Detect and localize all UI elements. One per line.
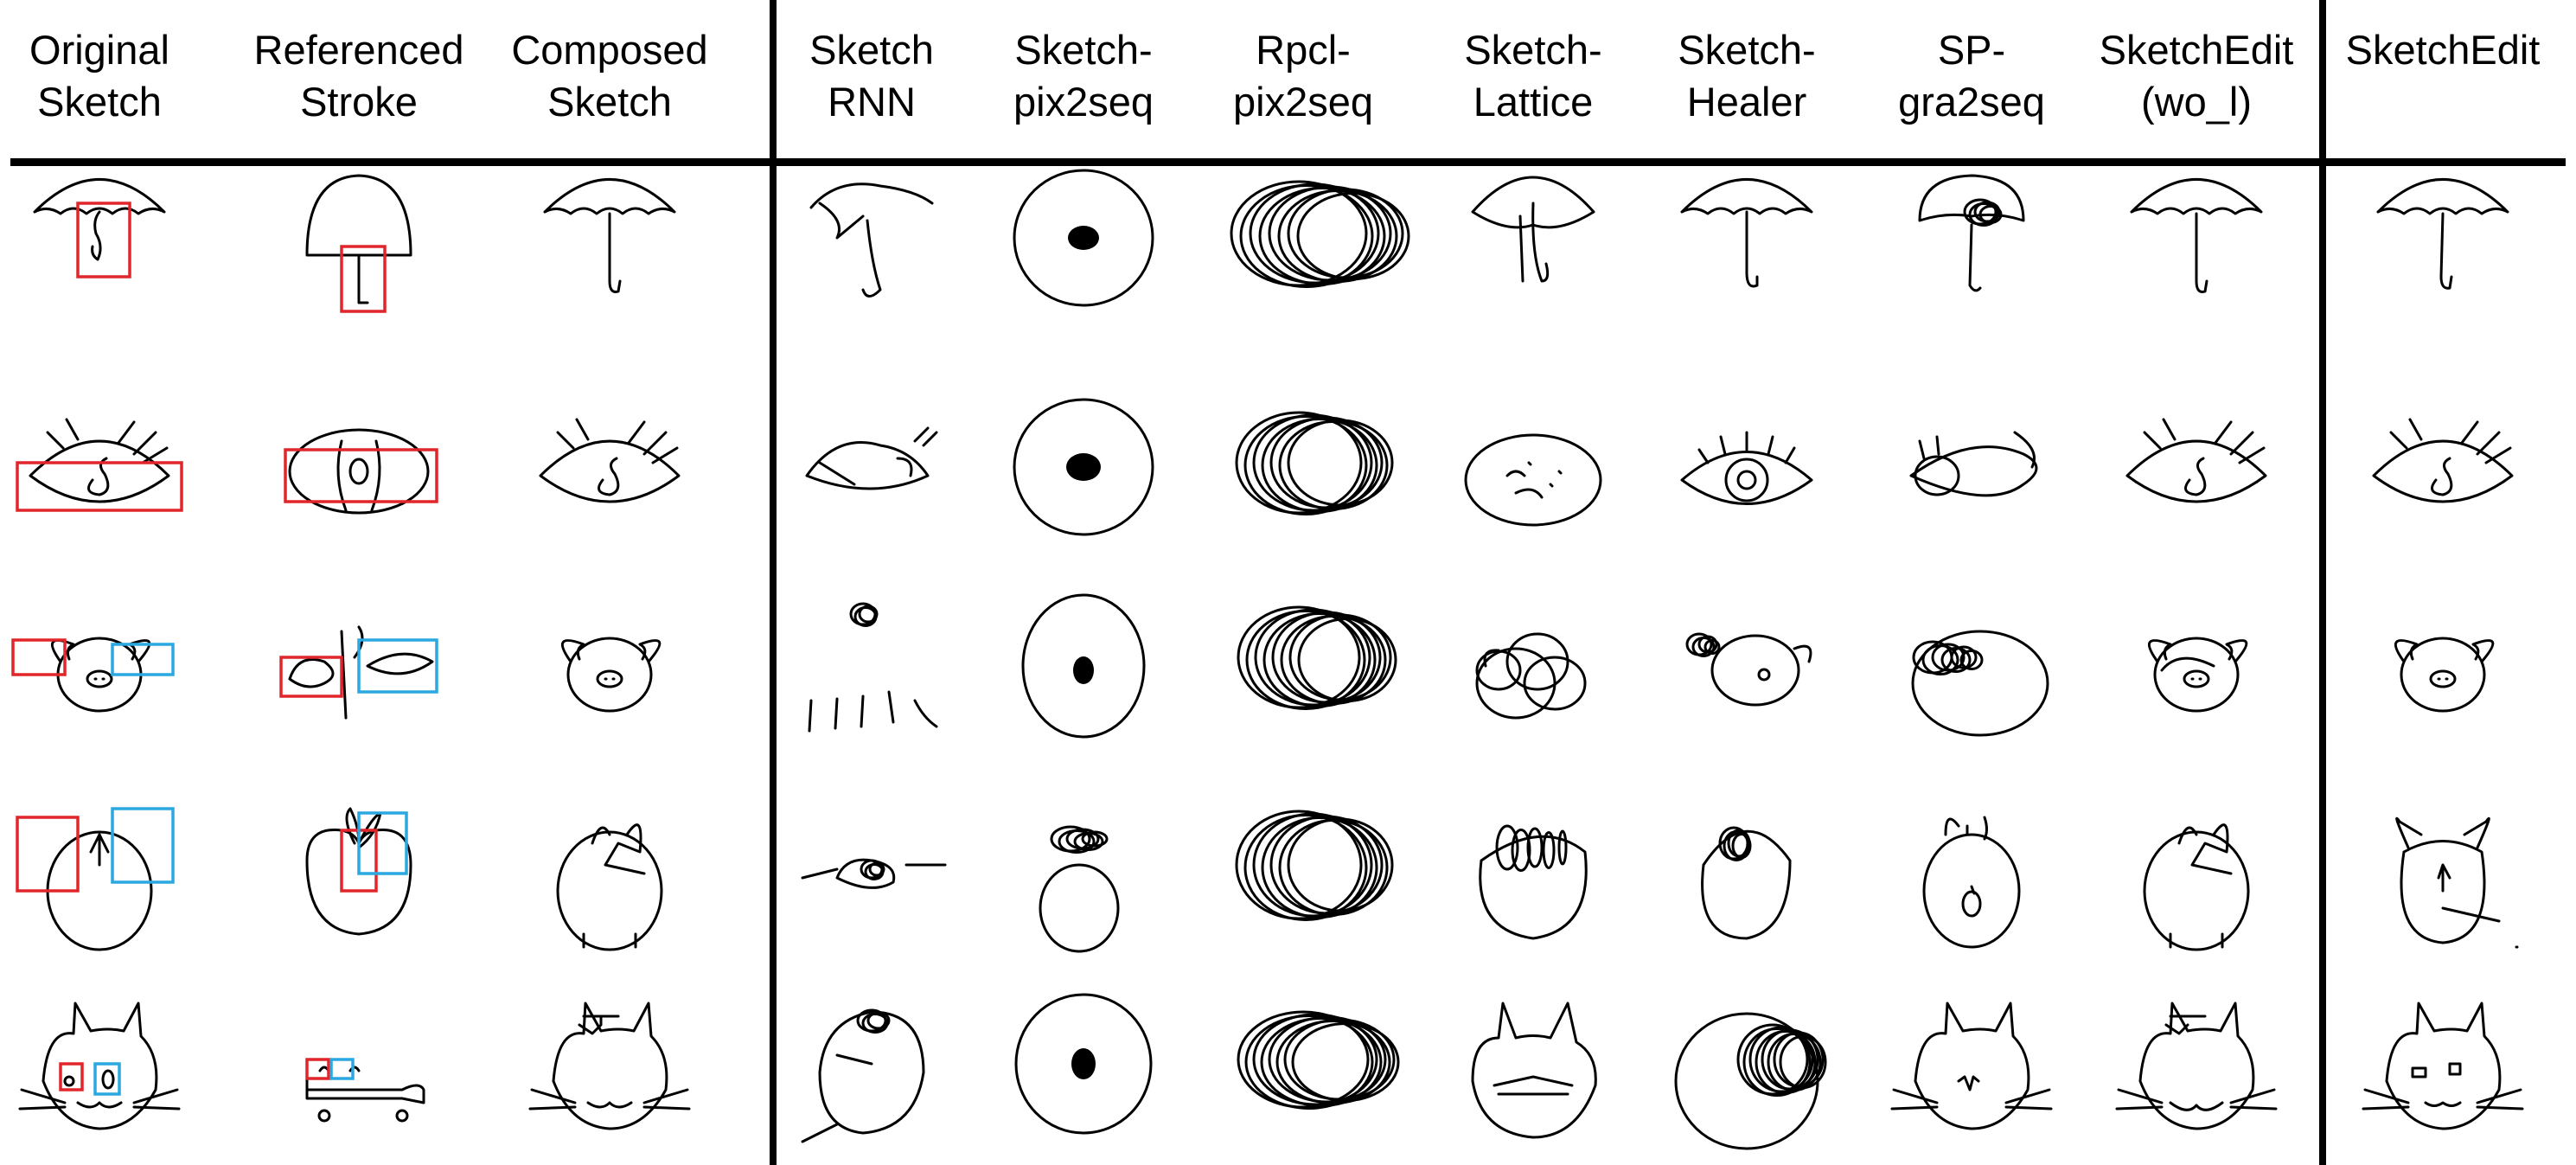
column-header: SketchEdit <box>2322 24 2564 76</box>
cat-face-sketch <box>272 977 445 1150</box>
eye-sketch <box>1885 381 2058 554</box>
mouse-face-sketch <box>997 783 1170 956</box>
column-header: Sketch- Lattice <box>1438 24 1628 128</box>
eye-sketch <box>1447 381 1620 554</box>
umbrella-sketch <box>272 151 445 324</box>
column-header: Sketch-pix2seq <box>988 24 1179 128</box>
column-header-line2: pix2seq <box>1013 79 1154 125</box>
column-header-line1: Sketch- <box>1464 27 1602 73</box>
umbrella-sketch <box>13 151 186 324</box>
column-header-line2: Sketch <box>37 79 162 125</box>
mouse-face-sketch <box>2110 783 2283 956</box>
column-header-line1: Referenced <box>253 27 464 73</box>
umbrella-sketch <box>523 151 696 324</box>
column-header-line1: SP- <box>1937 27 2006 73</box>
column-header-line2: Stroke <box>300 79 418 125</box>
eye-sketch <box>2110 381 2283 554</box>
mouse-face-sketch <box>13 783 186 956</box>
cat-face-sketch <box>2110 977 2283 1150</box>
header-rule <box>10 158 2566 166</box>
eye-sketch <box>1217 381 1390 554</box>
column-header: Rpcl-pix2seq <box>1208 24 1398 128</box>
cat-face-sketch <box>13 977 186 1150</box>
column-header-line1: Sketch- <box>1014 27 1153 73</box>
column-header-line2: Lattice <box>1473 79 1594 125</box>
cat-face-sketch <box>1885 977 2058 1150</box>
column-header-line1: Rpcl- <box>1256 27 1351 73</box>
umbrella-sketch <box>1885 151 2058 324</box>
cat-face-sketch <box>1660 977 1833 1150</box>
pig-sketch <box>2110 579 2283 752</box>
pig-sketch <box>13 579 186 752</box>
pig-sketch <box>1447 579 1620 752</box>
cat-face-sketch <box>2356 977 2529 1150</box>
column-header-line2: gra2seq <box>1898 79 2045 125</box>
pig-sketch <box>523 579 696 752</box>
mouse-face-sketch <box>1447 783 1620 956</box>
mouse-face-sketch <box>1217 783 1390 956</box>
pig-sketch <box>2356 579 2529 752</box>
mouse-face-sketch <box>785 783 958 956</box>
umbrella-sketch <box>997 151 1170 324</box>
pig-sketch <box>1885 579 2058 752</box>
umbrella-sketch <box>1217 151 1390 324</box>
mouse-face-sketch <box>523 783 696 956</box>
umbrella-sketch <box>785 151 958 324</box>
column-header: Referenced Stroke <box>238 24 480 128</box>
mouse-face-sketch <box>2356 783 2529 956</box>
eye-sketch <box>272 381 445 554</box>
column-header-line1: Sketch- <box>1678 27 1816 73</box>
column-header-line1: Original <box>29 27 169 73</box>
pig-sketch <box>1660 579 1833 752</box>
divider-input-methods <box>770 0 777 1165</box>
column-header-line2: Healer <box>1686 79 1807 125</box>
umbrella-sketch <box>2356 151 2529 324</box>
column-header: SP-gra2seq <box>1876 24 2067 128</box>
cat-face-sketch <box>1447 977 1620 1150</box>
cat-face-sketch <box>785 977 958 1150</box>
umbrella-sketch <box>1447 151 1620 324</box>
mouse-face-sketch <box>1660 783 1833 956</box>
column-header-line2: (wo_l) <box>2141 79 2252 125</box>
column-header-line2: RNN <box>828 79 916 125</box>
cat-face-sketch <box>523 977 696 1150</box>
eye-sketch <box>785 381 958 554</box>
column-header-line1: SketchEdit <box>2345 27 2541 73</box>
column-header-line1: Sketch <box>809 27 934 73</box>
mouse-face-sketch <box>272 783 445 956</box>
column-header-line2: pix2seq <box>1233 79 1373 125</box>
eye-sketch <box>1660 381 1833 554</box>
column-header-line2: Sketch <box>547 79 672 125</box>
divider-methods-ours <box>2319 0 2326 1165</box>
umbrella-sketch <box>2110 151 2283 324</box>
cat-face-sketch <box>997 977 1170 1150</box>
column-header-line1: SketchEdit <box>2099 27 2294 73</box>
eye-sketch <box>997 381 1170 554</box>
column-header: Composed Sketch <box>493 24 726 128</box>
pig-sketch <box>997 579 1170 752</box>
column-header: Sketch RNN <box>785 24 958 128</box>
pig-sketch <box>785 579 958 752</box>
eye-sketch <box>523 381 696 554</box>
pig-sketch <box>1217 579 1390 752</box>
column-header: Sketch- Healer <box>1652 24 1842 128</box>
pig-sketch <box>272 579 445 752</box>
cat-face-sketch <box>1217 977 1390 1150</box>
column-header: SketchEdit (wo_l) <box>2084 24 2309 128</box>
column-header: Original Sketch <box>0 24 208 128</box>
umbrella-sketch <box>1660 151 1833 324</box>
mouse-face-sketch <box>1885 783 2058 956</box>
eye-sketch <box>2356 381 2529 554</box>
column-header-line1: Composed <box>511 27 708 73</box>
eye-sketch <box>13 381 186 554</box>
